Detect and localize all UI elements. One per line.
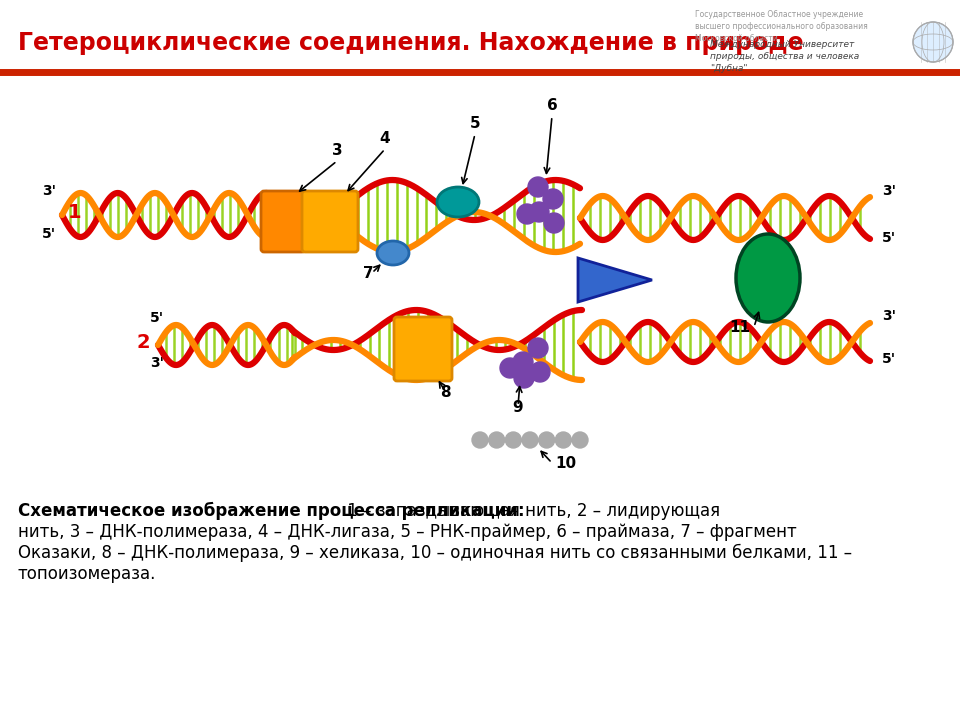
Circle shape: [513, 352, 533, 372]
Text: Гетероциклические соединения. Нахождение в природе: Гетероциклические соединения. Нахождение…: [18, 31, 804, 55]
Circle shape: [472, 432, 488, 448]
Text: 3': 3': [882, 309, 896, 323]
Text: Схематическое изображение процесса репликации:: Схематическое изображение процесса репли…: [18, 502, 524, 520]
Text: 3: 3: [332, 143, 343, 158]
Circle shape: [505, 432, 521, 448]
Circle shape: [522, 432, 538, 448]
FancyBboxPatch shape: [394, 317, 452, 381]
Text: Международный Университет
природы, общества и человека
"Дубна": Международный Университет природы, общес…: [710, 40, 859, 73]
Circle shape: [572, 432, 588, 448]
Text: 5: 5: [469, 116, 480, 131]
Text: 3': 3': [150, 356, 164, 370]
Ellipse shape: [736, 234, 800, 322]
Text: 3': 3': [42, 184, 56, 198]
Circle shape: [539, 432, 555, 448]
Text: Государственное Областное учреждение
высшего профессионального образования
Моско: Государственное Областное учреждение выс…: [695, 10, 868, 42]
Circle shape: [528, 338, 548, 358]
Text: 1 – запаздывающая нить, 2 – лидирующая: 1 – запаздывающая нить, 2 – лидирующая: [343, 502, 720, 520]
Circle shape: [555, 432, 571, 448]
Text: 5': 5': [882, 231, 896, 245]
Text: 6: 6: [546, 98, 558, 113]
Text: 11: 11: [730, 320, 751, 335]
FancyBboxPatch shape: [261, 191, 305, 252]
Text: 10: 10: [555, 456, 576, 471]
Circle shape: [514, 368, 534, 388]
Text: 9: 9: [513, 400, 523, 415]
Text: 5': 5': [882, 352, 896, 366]
Circle shape: [543, 189, 563, 209]
Circle shape: [530, 362, 550, 382]
Polygon shape: [578, 258, 652, 302]
FancyBboxPatch shape: [302, 191, 358, 252]
Text: нить, 3 – ДНК-полимераза, 4 – ДНК-лигаза, 5 – РНК-праймер, 6 – праймаза, 7 – фра: нить, 3 – ДНК-полимераза, 4 – ДНК-лигаза…: [18, 523, 797, 541]
Text: 4: 4: [380, 131, 391, 146]
Circle shape: [529, 202, 549, 222]
Circle shape: [913, 22, 953, 62]
Text: Оказаки, 8 – ДНК-полимераза, 9 – хеликаза, 10 – одиночная нить со связанными бел: Оказаки, 8 – ДНК-полимераза, 9 – хеликаз…: [18, 544, 852, 562]
Text: 7: 7: [363, 266, 373, 281]
Text: 8: 8: [440, 385, 450, 400]
Circle shape: [489, 432, 505, 448]
Text: 3': 3': [882, 184, 896, 198]
Text: 5': 5': [150, 311, 164, 325]
Circle shape: [517, 204, 537, 224]
Ellipse shape: [437, 187, 479, 217]
Text: топоизомераза.: топоизомераза.: [18, 565, 156, 583]
Text: 1: 1: [68, 203, 82, 222]
Circle shape: [500, 358, 520, 378]
Ellipse shape: [377, 241, 409, 265]
Circle shape: [528, 177, 548, 197]
Circle shape: [544, 213, 564, 233]
Text: 2: 2: [137, 333, 151, 352]
Text: 5': 5': [42, 227, 56, 241]
